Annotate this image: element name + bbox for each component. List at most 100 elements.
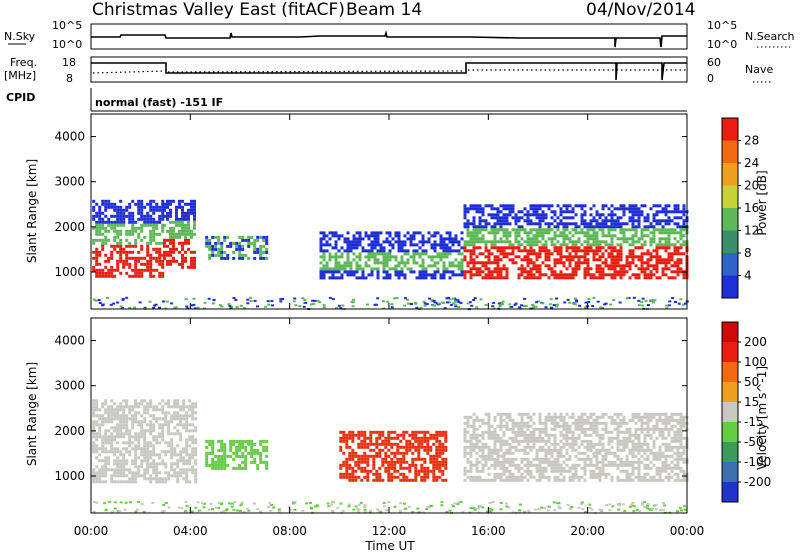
data-cell xyxy=(188,408,192,412)
data-cell xyxy=(634,454,638,458)
data-cell xyxy=(441,433,445,437)
data-cell xyxy=(178,250,181,254)
data-cell xyxy=(366,454,370,458)
data-cell xyxy=(104,435,108,439)
data-cell xyxy=(646,507,650,510)
data-cell xyxy=(526,219,530,223)
data-cell xyxy=(667,418,671,422)
data-cell xyxy=(493,267,497,271)
data-cell xyxy=(652,267,656,271)
data-cell xyxy=(131,426,135,430)
data-cell xyxy=(155,220,159,224)
data-cell xyxy=(447,296,451,299)
data-cell xyxy=(496,436,500,440)
data-cell xyxy=(682,207,686,211)
data-cell xyxy=(679,237,683,241)
data-cell xyxy=(475,451,479,455)
data-cell xyxy=(609,303,613,306)
data-cell xyxy=(584,306,587,309)
data-cell xyxy=(472,445,476,449)
data-cell xyxy=(98,211,102,215)
data-cell xyxy=(185,474,189,478)
data-cell xyxy=(134,411,138,415)
data-cell xyxy=(526,252,530,256)
data-cell xyxy=(158,217,162,221)
data-cell xyxy=(589,228,593,232)
data-cell xyxy=(172,250,175,254)
data-cell xyxy=(442,249,446,253)
data-cell xyxy=(182,408,186,412)
data-cell xyxy=(565,421,569,425)
data-cell xyxy=(140,208,144,212)
data-cell xyxy=(607,243,611,247)
data-cell xyxy=(405,448,409,452)
data-cell xyxy=(140,226,144,230)
data-cell xyxy=(149,241,153,245)
data-cell xyxy=(429,448,433,452)
data-cell xyxy=(361,273,365,277)
data-cell xyxy=(322,249,326,253)
data-cell xyxy=(191,423,195,427)
data-cell xyxy=(589,433,593,437)
data-cell xyxy=(487,436,491,440)
data-cell xyxy=(673,231,677,235)
data-cell xyxy=(326,502,330,505)
data-cell xyxy=(265,256,269,260)
data-cell xyxy=(256,238,260,242)
data-cell xyxy=(649,222,653,226)
data-cell xyxy=(454,237,458,241)
data-cell xyxy=(439,234,443,238)
data-cell xyxy=(661,421,665,425)
data-cell xyxy=(634,412,638,416)
data-cell xyxy=(469,258,473,262)
data-cell xyxy=(520,258,524,262)
data-cell xyxy=(529,472,533,476)
data-cell xyxy=(173,432,177,436)
data-cell xyxy=(152,226,156,230)
data-cell xyxy=(399,460,403,464)
data-cell xyxy=(607,207,611,211)
data-cell xyxy=(511,207,515,211)
data-cell xyxy=(538,267,542,271)
data-cell xyxy=(166,211,169,215)
data-cell xyxy=(190,510,194,513)
data-cell xyxy=(167,399,171,403)
data-cell xyxy=(595,267,599,271)
data-cell xyxy=(432,463,436,467)
data-cell xyxy=(181,265,184,269)
data-cell xyxy=(134,462,138,466)
data-cell xyxy=(526,442,530,446)
data-cell xyxy=(95,435,99,439)
data-cell xyxy=(481,506,485,509)
data-cell xyxy=(119,211,123,215)
data-cell xyxy=(443,307,447,310)
data-cell xyxy=(541,448,545,452)
data-cell xyxy=(499,412,503,416)
data-cell xyxy=(101,459,105,463)
data-cell xyxy=(658,427,662,431)
data-cell xyxy=(116,259,120,263)
data-cell xyxy=(502,255,506,259)
data-cell xyxy=(153,304,157,307)
data-cell xyxy=(682,460,686,464)
data-cell xyxy=(493,430,497,434)
data-cell xyxy=(673,436,677,440)
data-cell xyxy=(122,468,126,472)
data-cell xyxy=(101,241,105,245)
data-cell xyxy=(185,414,189,418)
data-cell xyxy=(128,214,132,218)
data-cell xyxy=(107,220,111,224)
data-cell xyxy=(390,303,394,306)
data-cell xyxy=(538,240,542,244)
data-cell xyxy=(211,439,215,443)
data-cell xyxy=(134,480,138,484)
data-cell xyxy=(424,240,428,244)
data-cell xyxy=(396,469,400,473)
data-cell xyxy=(322,264,326,268)
data-cell xyxy=(670,255,674,259)
data-cell xyxy=(238,504,242,507)
data-cell xyxy=(610,273,614,277)
data-cell xyxy=(475,273,479,277)
data-cell xyxy=(185,438,189,442)
data-cell xyxy=(107,229,111,233)
